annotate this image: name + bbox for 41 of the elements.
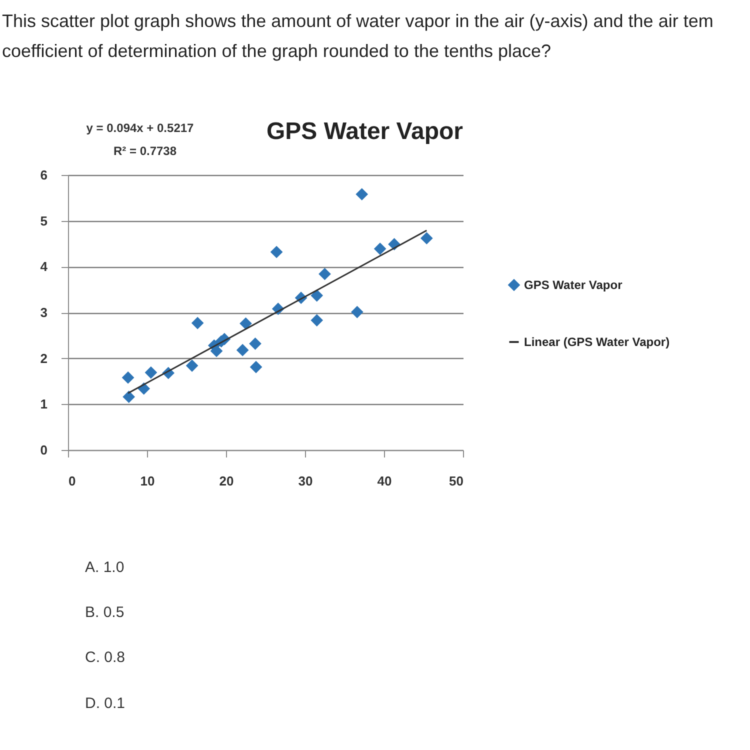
point bbox=[374, 242, 386, 255]
point bbox=[250, 361, 262, 374]
point bbox=[240, 318, 252, 330]
x-tick-label: 50 bbox=[449, 474, 464, 488]
text: B. 0.5 bbox=[85, 604, 124, 621]
y-tick-label: 5 bbox=[40, 213, 48, 228]
legend-label: Linear (GPS Water Vapor) bbox=[524, 335, 670, 349]
point bbox=[144, 366, 157, 379]
point bbox=[122, 390, 135, 403]
y-tick-label: 1 bbox=[40, 396, 48, 412]
point bbox=[420, 232, 433, 244]
text: This scatter plot graph shows the amount of water vapor in the air (y-axis) and the air tem bbox=[2, 11, 714, 31]
x-tick-label: 0 bbox=[68, 474, 76, 488]
chart-title: GPS Water Vapor bbox=[266, 118, 463, 145]
point bbox=[192, 317, 204, 330]
x-tick-label: 20 bbox=[219, 474, 234, 488]
y-tick-label: 0 bbox=[40, 442, 48, 458]
y-tick-label: 2 bbox=[40, 350, 48, 366]
text: D. 0.1 bbox=[85, 695, 126, 712]
x-tick-label: 30 bbox=[298, 474, 313, 488]
legend-label: GPS Water Vapor bbox=[524, 278, 623, 292]
text: C. 0.8 bbox=[85, 649, 126, 666]
point bbox=[236, 344, 249, 356]
point bbox=[270, 246, 283, 258]
point bbox=[249, 338, 262, 350]
y-tick-label: 4 bbox=[40, 259, 48, 274]
x-tick-label: 10 bbox=[140, 474, 155, 488]
x-tick-label: 40 bbox=[377, 474, 392, 488]
point bbox=[310, 290, 323, 302]
y-tick-label: 6 bbox=[40, 168, 48, 182]
text: y = 0.094x + 0.5217 bbox=[86, 121, 194, 135]
y-tick-label: 3 bbox=[40, 305, 48, 320]
point bbox=[122, 372, 134, 384]
text: coefficient of determination of the graph rounded to the tenths place? bbox=[2, 41, 552, 61]
point bbox=[310, 314, 323, 326]
point bbox=[351, 306, 364, 318]
point bbox=[186, 360, 198, 372]
point bbox=[356, 188, 368, 200]
point bbox=[318, 268, 331, 280]
text: R² = 0.7738 bbox=[113, 144, 177, 158]
text: A. 1.0 bbox=[85, 559, 124, 576]
